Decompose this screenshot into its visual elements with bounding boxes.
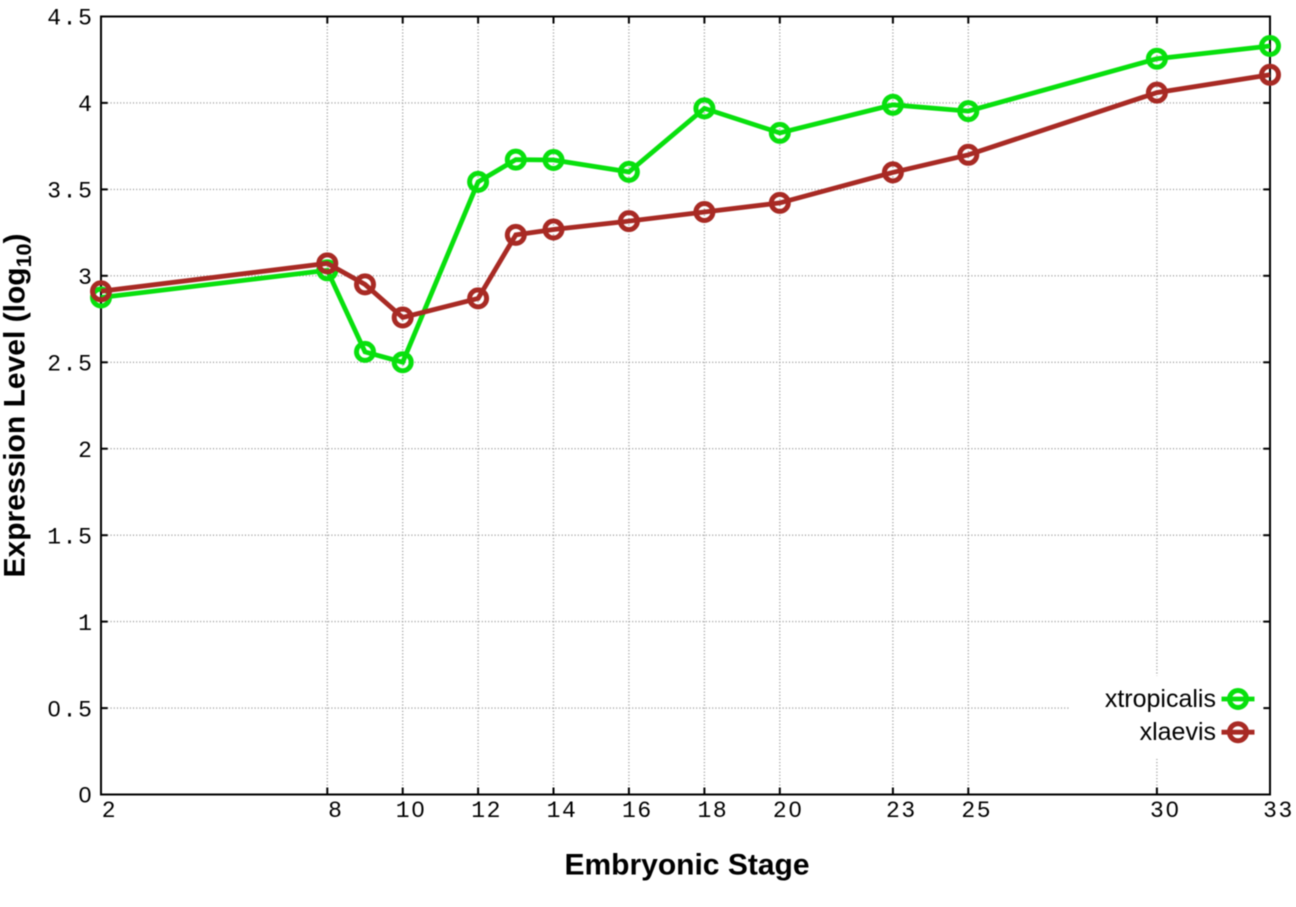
svg-text:4: 4	[78, 92, 93, 118]
svg-text:1.5: 1.5	[47, 524, 93, 550]
svg-text:14: 14	[547, 798, 578, 824]
svg-text:16: 16	[622, 798, 653, 824]
svg-text:12: 12	[471, 798, 502, 824]
svg-text:30: 30	[1150, 798, 1181, 824]
svg-text:18: 18	[697, 798, 728, 824]
svg-text:1: 1	[78, 611, 93, 637]
svg-text:Embryonic Stage: Embryonic Stage	[564, 849, 809, 882]
svg-text:2.5: 2.5	[47, 352, 93, 378]
svg-text:2: 2	[102, 798, 117, 824]
svg-text:xlaevis: xlaevis	[1140, 718, 1216, 746]
svg-text:xtropicalis: xtropicalis	[1105, 685, 1216, 713]
svg-text:4.5: 4.5	[47, 6, 93, 32]
svg-text:33: 33	[1263, 798, 1294, 824]
svg-text:25: 25	[961, 798, 992, 824]
svg-text:10: 10	[396, 798, 427, 824]
svg-text:3: 3	[78, 265, 93, 291]
svg-text:3.5: 3.5	[47, 179, 93, 205]
svg-text:20: 20	[773, 798, 804, 824]
svg-text:Expression Level (log10): Expression Level (log10)	[0, 233, 36, 577]
svg-text:23: 23	[886, 798, 917, 824]
svg-text:2: 2	[78, 438, 93, 464]
svg-text:8: 8	[328, 798, 343, 824]
